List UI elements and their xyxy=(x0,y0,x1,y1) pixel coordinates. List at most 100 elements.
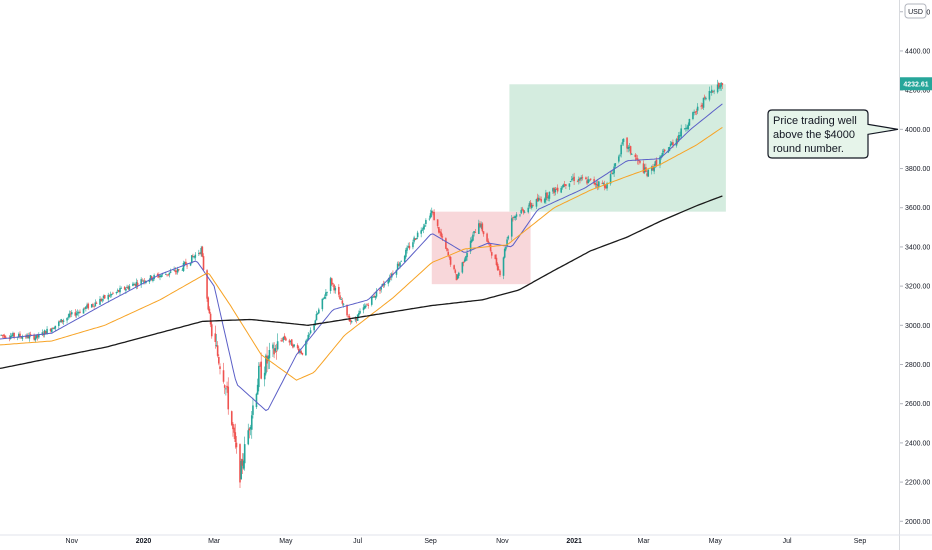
candle-body xyxy=(126,286,128,289)
candle-body xyxy=(462,261,465,263)
candle-body xyxy=(308,333,311,335)
candle-body xyxy=(90,304,93,308)
candle-body xyxy=(610,172,613,174)
time-tick-label: Nov xyxy=(496,538,509,545)
price-axis-panel[interactable] xyxy=(900,0,932,550)
candle-body xyxy=(127,286,130,289)
candle-body xyxy=(252,405,254,415)
price-tick-label: 3400.00 xyxy=(905,244,930,251)
candle-body xyxy=(29,334,32,335)
candle-body xyxy=(325,292,327,297)
candle-body xyxy=(152,278,154,281)
candle-body xyxy=(478,223,480,234)
candle-body xyxy=(523,211,526,213)
candle-body xyxy=(82,308,85,314)
candle-body xyxy=(420,230,422,234)
candle-body xyxy=(403,255,406,262)
time-tick-label: 2020 xyxy=(136,538,152,545)
candle-body xyxy=(379,289,381,291)
candle-body xyxy=(33,334,35,340)
candle-body xyxy=(663,149,666,152)
candle-body xyxy=(670,142,673,145)
time-tick-label: Mar xyxy=(208,538,221,545)
candle-body xyxy=(428,218,431,220)
candle-body xyxy=(76,312,79,314)
candle-body xyxy=(176,268,179,273)
highlight-zone-2 xyxy=(509,84,726,212)
candle-body xyxy=(635,158,638,160)
candle-body xyxy=(293,344,295,347)
candle-body xyxy=(432,211,434,213)
candle-body xyxy=(321,298,324,310)
candle-body xyxy=(333,284,335,291)
candle-body xyxy=(5,337,7,339)
candle-body xyxy=(629,146,632,154)
candle-body xyxy=(425,220,427,225)
candle-body xyxy=(512,217,514,219)
candle-body xyxy=(455,274,458,281)
candle-body xyxy=(553,187,555,194)
currency-badge[interactable]: USD xyxy=(904,3,927,19)
candle-body xyxy=(480,224,482,228)
candle-body xyxy=(406,247,408,251)
candle-body xyxy=(307,334,310,340)
candle-body xyxy=(642,163,645,173)
candle-body xyxy=(100,298,102,302)
candle-body xyxy=(433,212,435,221)
candle-body xyxy=(359,310,361,314)
candle-body xyxy=(232,423,234,430)
candle-body xyxy=(499,270,501,276)
candle-body xyxy=(398,264,400,266)
candle-body xyxy=(422,226,425,230)
candle-body xyxy=(405,249,407,257)
candle-body xyxy=(626,137,628,149)
candle-body xyxy=(479,223,481,227)
candle-body xyxy=(472,234,474,241)
candle-body xyxy=(43,330,46,335)
candle-body xyxy=(354,319,357,321)
candle-body xyxy=(416,232,419,238)
candle-body xyxy=(222,370,225,382)
candle-body xyxy=(560,187,562,193)
candle-body xyxy=(489,244,492,251)
candle-body xyxy=(603,184,606,188)
candle-body xyxy=(449,256,452,265)
candle-body xyxy=(702,97,705,108)
candle-body xyxy=(678,135,680,141)
candle-body xyxy=(367,304,370,306)
candle-body xyxy=(225,388,227,390)
time-tick-label: Sep xyxy=(424,538,437,545)
candle-body xyxy=(630,153,633,155)
candle-body xyxy=(440,232,442,237)
candle-body xyxy=(683,128,686,130)
candle-body xyxy=(161,273,164,275)
candle-body xyxy=(101,299,104,301)
price-tick-label: 2400.00 xyxy=(905,440,930,447)
candle-body xyxy=(99,298,101,305)
candle-body xyxy=(159,275,161,278)
candle-body xyxy=(562,184,565,188)
candle-body xyxy=(628,146,631,148)
candle-body xyxy=(619,154,621,156)
candle-body xyxy=(448,256,451,258)
candle-body xyxy=(473,231,475,234)
candle-body xyxy=(540,199,542,202)
candle-body xyxy=(314,320,317,325)
candle-body xyxy=(453,265,455,270)
candle-body xyxy=(441,236,444,238)
candle-body xyxy=(520,210,522,214)
candle-body xyxy=(94,302,97,307)
candle-body xyxy=(79,311,81,313)
candle-body xyxy=(46,328,48,335)
candle-body xyxy=(3,335,6,338)
candle-body xyxy=(693,111,695,113)
candle-body xyxy=(107,294,110,300)
annotation-callout[interactable]: Price trading well above the $4000 round… xyxy=(767,109,899,159)
candle-body xyxy=(340,299,342,301)
candle-body xyxy=(396,263,399,270)
candle-body xyxy=(249,426,252,430)
candle-body xyxy=(365,305,367,307)
candle-body xyxy=(158,275,160,278)
candle-body xyxy=(400,260,402,262)
